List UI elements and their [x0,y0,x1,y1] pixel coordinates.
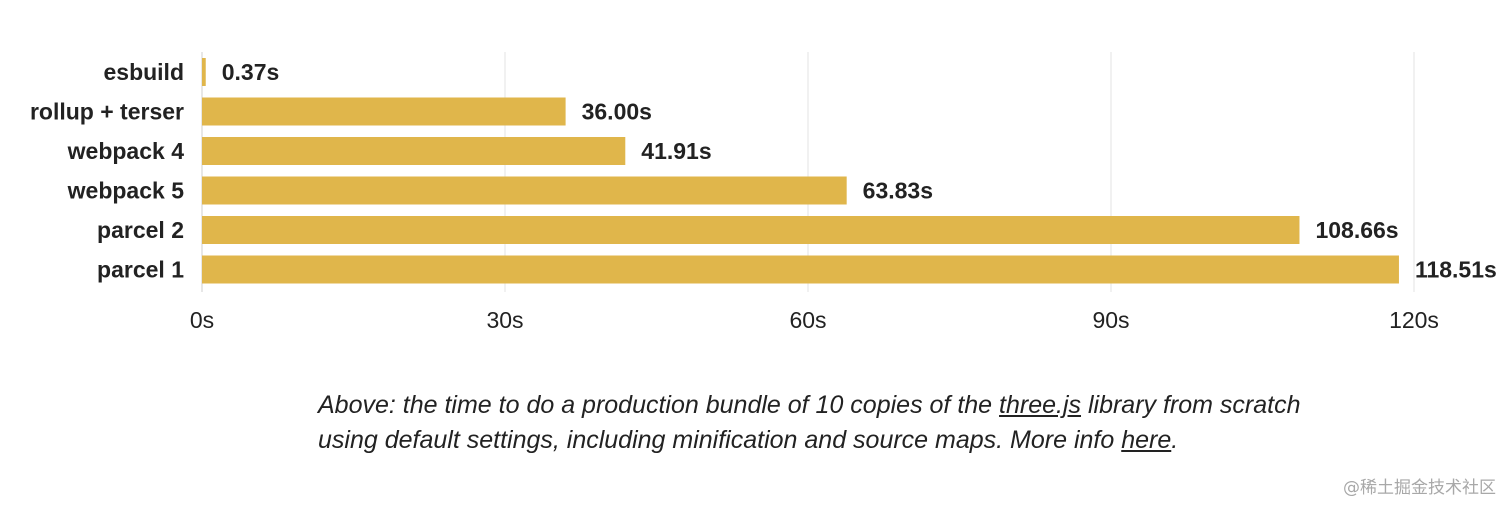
data-label: 0.37s [222,59,280,85]
x-tick-label: 60s [789,307,826,333]
watermark: @稀土掘金技术社区 [1343,478,1496,498]
caption-text-1: Above: the time to do a production bundl… [318,391,1000,419]
category-label: parcel 2 [97,217,184,243]
x-tick-label: 90s [1092,307,1129,333]
bar-chart: 0s 30s 60s 90s 120s esbuild 0.37s rollup + ters… [30,52,1497,333]
data-label: 108.66s [1315,217,1398,243]
data-label: 63.83s [863,178,933,204]
data-label: 41.91s [641,138,711,164]
threejs-link[interactable]: three.js [999,391,1082,419]
bar [202,58,206,86]
chart-caption: Above: the time to do a production bundl… [318,388,1318,458]
bar [202,216,1300,244]
caption-text-3: . [1171,426,1179,454]
data-label: 118.51s [1415,257,1497,283]
category-label: esbuild [103,59,184,85]
more-info-link[interactable]: here [1121,426,1172,454]
category-label: webpack 5 [67,178,185,204]
category-label: webpack 4 [67,138,185,164]
category-label: rollup + terser [30,99,184,125]
bar [202,255,1399,284]
bar [202,176,847,205]
bar [202,97,566,126]
data-label: 36.00s [582,99,652,125]
caption-text-2: library from scratch using default setti… [318,391,1301,454]
x-tick-label: 0s [190,307,214,333]
category-label: parcel 1 [97,257,184,283]
x-tick-label: 120s [1389,307,1439,333]
bar [202,137,626,165]
x-tick-label: 30s [486,307,523,333]
